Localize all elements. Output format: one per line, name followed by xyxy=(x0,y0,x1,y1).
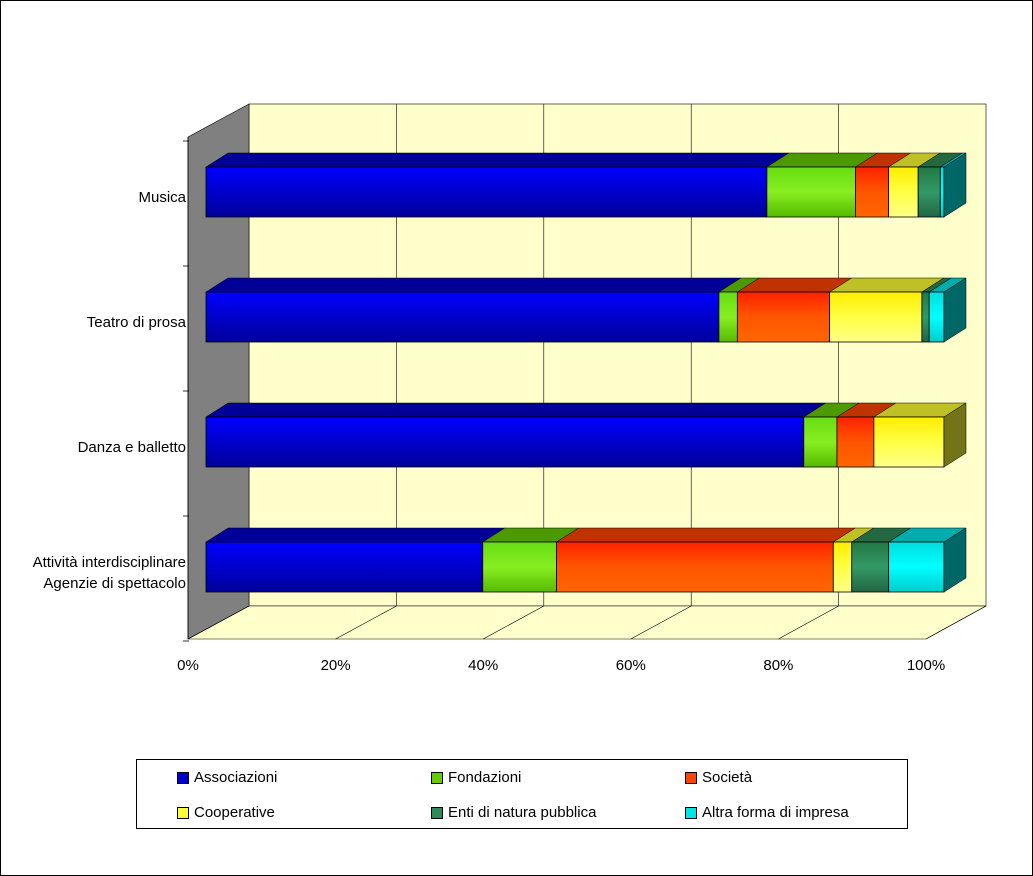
bar-associazioni-teatro-di-prosa xyxy=(205,277,742,343)
legend-label: Cooperative xyxy=(194,804,275,821)
legend-item-societ: Società xyxy=(685,760,939,795)
bar-societ-danza-e-balletto xyxy=(836,402,897,468)
floor xyxy=(187,605,987,640)
bar-altra-forma-di-impresa-attivit-interdisciplinare-agenzie-di-spettacolo xyxy=(887,527,967,593)
bar-fondazioni-danza-e-balletto xyxy=(802,402,860,468)
legend-swatch xyxy=(431,771,443,784)
bar-enti-di-natura-pubblica-musica xyxy=(917,152,964,218)
bar-front xyxy=(736,291,831,343)
bar-front xyxy=(836,416,875,468)
legend: Associazioni Fondazioni Società Cooperative… xyxy=(136,759,908,829)
legend-item-altra-forma-di-impresa: Altra forma di impresa xyxy=(685,795,939,830)
bar-front xyxy=(888,166,919,218)
x-tick-label: 0% xyxy=(177,657,199,674)
bar-front xyxy=(556,541,834,593)
bar-front xyxy=(482,541,557,593)
bar-top xyxy=(205,527,506,543)
bar-cooperative-attivit-interdisciplinare-agenzie-di-spettacolo xyxy=(832,527,875,593)
bar-front xyxy=(205,166,768,218)
bar-fondazioni-teatro-di-prosa xyxy=(718,277,761,343)
bar-front xyxy=(917,166,941,218)
floor-gridline xyxy=(630,605,692,640)
category-label-musica: Musica xyxy=(138,189,186,206)
bar-societ-teatro-di-prosa xyxy=(736,277,853,343)
bar-front xyxy=(851,541,890,593)
bar-cooperative-teatro-di-prosa xyxy=(828,277,945,343)
legend-swatch xyxy=(685,771,697,784)
bar-top xyxy=(205,402,827,418)
bar-top xyxy=(555,527,857,543)
bar-top xyxy=(205,277,742,293)
bar-end-danza-e-balletto xyxy=(943,402,967,468)
bar-end-attivit-interdisciplinare-agenzie-di-spettacolo xyxy=(943,527,967,593)
bar-cooperative-musica xyxy=(887,152,942,218)
floor-gridline xyxy=(335,605,397,640)
floor-gridline xyxy=(483,605,544,640)
bar-end-musica xyxy=(943,152,967,218)
bar-front xyxy=(803,416,838,468)
legend-label: Società xyxy=(702,769,753,786)
bar-front xyxy=(888,541,945,593)
category-label-danza-e-balletto: Danza e balletto xyxy=(78,439,186,456)
bar-front xyxy=(855,166,890,218)
bar-associazioni-attivit-interdisciplinare-agenzie-di-spettacolo xyxy=(205,527,506,593)
legend-item-associazioni: Associazioni xyxy=(177,760,431,795)
x-axis-tick-labels: 0% 20% 40% 60% 80% 100% xyxy=(177,657,945,674)
x-tick-label: 100% xyxy=(907,657,945,674)
bar-enti-di-natura-pubblica-attivit-interdisciplinare-agenzie-di-spettacolo xyxy=(850,527,912,593)
x-tick-label: 60% xyxy=(616,657,646,674)
bar-front xyxy=(205,416,805,468)
bar-front xyxy=(718,291,738,343)
bar-societ-attivit-interdisciplinare-agenzie-di-spettacolo xyxy=(555,527,857,593)
legend-label: Associazioni xyxy=(194,769,278,786)
legend-label: Enti di natura pubblica xyxy=(448,804,597,821)
bar-front xyxy=(928,291,945,343)
category-label-teatro-di-prosa: Teatro di prosa xyxy=(87,314,187,331)
legend-label: Altra forma di impresa xyxy=(702,804,849,821)
bar-end-teatro-di-prosa xyxy=(943,277,967,343)
bar-front xyxy=(832,541,853,593)
legend-swatch xyxy=(177,806,189,819)
floor-gridline xyxy=(778,605,839,640)
legend-label: Fondazioni xyxy=(448,769,522,786)
bar-front xyxy=(205,291,720,343)
bar-front xyxy=(939,166,945,218)
x-tick-label: 40% xyxy=(468,657,498,674)
x-tick-label: 80% xyxy=(763,657,793,674)
floor-gridline xyxy=(187,605,250,640)
bar-front xyxy=(829,291,923,343)
bar-front xyxy=(921,291,930,343)
legend-swatch xyxy=(431,806,443,819)
bar-associazioni-danza-e-balletto xyxy=(205,402,827,468)
legend-item-cooperative: Cooperative xyxy=(177,795,431,830)
legend-item-enti-di-natura-pubblica: Enti di natura pubblica xyxy=(431,795,685,830)
bar-top xyxy=(205,152,790,168)
bar-associazioni-musica xyxy=(205,152,790,218)
y-axis-category-labels: Musica Teatro di prosa Danza e balletto Att… xyxy=(33,189,187,592)
bar-societ-musica xyxy=(854,152,912,218)
bar-cooperative-danza-e-balletto xyxy=(873,402,967,468)
legend-item-fondazioni: Fondazioni xyxy=(431,760,685,795)
bar-front xyxy=(766,166,856,218)
category-label-attivit-interdisciplinare-agenzie-di-spettacolo: Attività interdisciplinare Agenzie di spe… xyxy=(33,554,186,592)
legend-swatch xyxy=(177,771,189,784)
bar-front xyxy=(205,541,484,593)
bar-front xyxy=(873,416,945,468)
floor-gridline xyxy=(925,605,987,640)
legend-swatch xyxy=(685,806,697,819)
bars xyxy=(205,152,967,593)
x-tick-label: 20% xyxy=(321,657,351,674)
